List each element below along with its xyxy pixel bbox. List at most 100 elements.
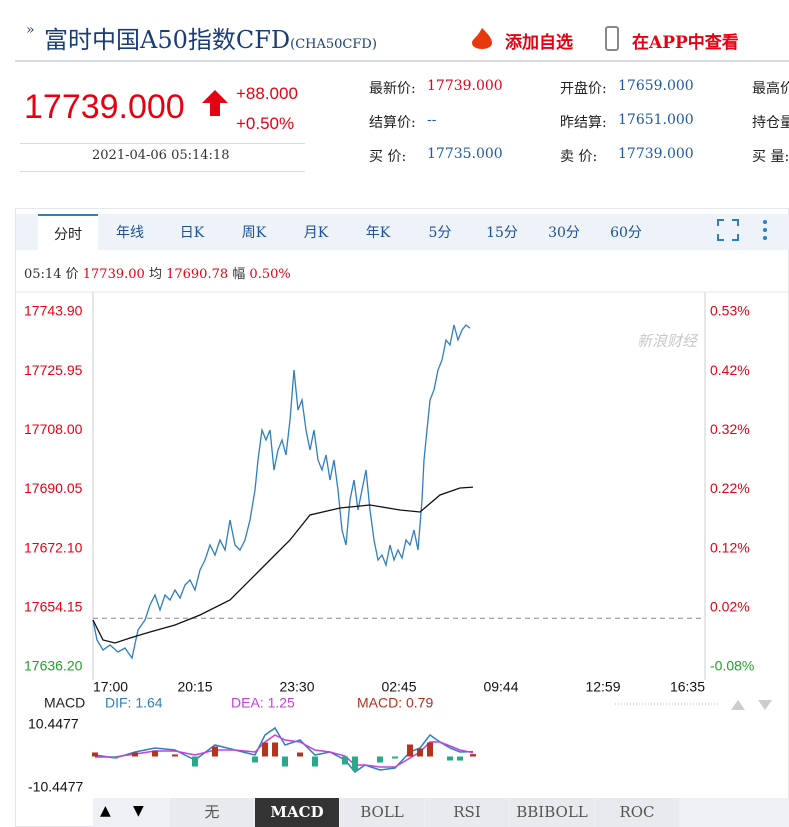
y-tick-label: 10.4477 <box>28 716 79 732</box>
field-label: 卖 价: <box>560 149 598 165</box>
field-label: 最新价: <box>369 81 416 97</box>
macd-bar <box>172 754 179 757</box>
rule <box>20 171 305 172</box>
macd-bar <box>272 742 279 757</box>
macd-bar <box>392 756 399 759</box>
indicator-tab[interactable]: 无 <box>170 798 254 827</box>
info-price: 17739.00 <box>82 267 145 282</box>
macd-bar <box>376 756 383 763</box>
field-value: 17651.000 <box>618 112 694 128</box>
add-watch[interactable]: 添加自选 <box>505 33 573 53</box>
price: 17739.000 <box>24 88 185 126</box>
field-label: 最高价: <box>752 81 789 97</box>
y-tick-label: 17690.05 <box>24 480 83 496</box>
macd-bar <box>341 756 348 765</box>
y2-tick-label: 0.12% <box>710 539 750 555</box>
macd-bar <box>407 744 414 757</box>
more-icon[interactable] <box>763 220 767 240</box>
y-tick-label: 17654.15 <box>24 599 83 615</box>
info-line: 05:14 价 17739.00 均 17690.78 幅 0.50% <box>24 263 291 282</box>
legend-entry: DEA: 1.25 <box>231 695 295 711</box>
x-tick-label: 09:44 <box>483 679 518 695</box>
indicator-tab[interactable]: ROC <box>595 798 679 827</box>
phone-icon <box>605 26 619 51</box>
legend-entry: DIF: 1.64 <box>105 695 163 711</box>
y2-tick-label: 0.53% <box>710 303 750 319</box>
info-pct: 0.50% <box>249 267 291 282</box>
arrow: » <box>26 22 35 38</box>
arrow-up[interactable]: ▲ <box>100 803 111 819</box>
field-value: 17659.000 <box>618 78 694 94</box>
y2-tick-label: 0.02% <box>710 599 750 615</box>
field-label: 买 量: <box>752 149 789 165</box>
x-tick-label: 02:45 <box>381 679 416 695</box>
macd-bar <box>211 746 218 757</box>
period-tab[interactable]: 年线 <box>116 225 144 241</box>
period-tab[interactable]: 60分 <box>610 225 642 241</box>
macd-bar <box>111 756 118 759</box>
period-tab[interactable]: 周K <box>241 225 267 241</box>
y2-tick-label: 0.42% <box>710 362 750 378</box>
macd-bar <box>470 754 477 757</box>
period-tab[interactable]: 分时 <box>38 214 98 250</box>
line <box>95 734 474 768</box>
field-label: 昨结算: <box>560 115 607 131</box>
indicator-tab[interactable]: BBIBOLL <box>510 798 594 827</box>
x-tick-label: 12:59 <box>585 679 620 695</box>
change-pct: +0.50% <box>236 114 295 133</box>
title-text: 富时中国A50指数CFD <box>44 26 291 54</box>
info-label: 幅 <box>232 267 246 282</box>
x-tick-label: 20:15 <box>177 679 212 695</box>
indicator-tab[interactable]: RSI <box>425 798 509 827</box>
x-tick-label: 17:00 <box>93 679 128 695</box>
code: (CHA50CFD) <box>290 37 377 52</box>
field-value: 17739.000 <box>427 78 503 94</box>
macd-bar <box>192 756 198 767</box>
info-time: 05:14 <box>24 267 62 282</box>
indicator-tab[interactable]: BOLL <box>340 798 424 827</box>
macd-bar <box>417 748 424 757</box>
y-tick-label: 17672.10 <box>24 539 83 555</box>
macd-bar <box>152 750 159 757</box>
fullscreen-icon[interactable] <box>717 219 739 241</box>
period-tab[interactable]: 日K <box>179 225 205 241</box>
y-tick-label: 17708.00 <box>24 421 83 437</box>
line <box>92 486 474 644</box>
field-label: 开盘价: <box>560 81 607 97</box>
period-tab[interactable]: 30分 <box>548 225 580 241</box>
arrow-down[interactable]: ▼ <box>133 803 144 819</box>
change: +88.000 <box>236 84 298 103</box>
y2-tick-label: 0.22% <box>710 480 750 496</box>
field-label: 结算价: <box>369 115 416 131</box>
field-value: -- <box>427 112 437 128</box>
period-tab[interactable]: 15分 <box>486 225 518 241</box>
macd-bar <box>297 752 304 757</box>
field-value: 17739.000 <box>618 146 694 162</box>
period-tab[interactable]: 月K <box>303 225 329 241</box>
line <box>92 324 471 660</box>
app-link[interactable]: 在APP中查看 <box>632 33 739 53</box>
field-label: 持仓量: <box>752 115 789 131</box>
title: 富时中国A50指数CFD(CHA50CFD) <box>44 20 377 55</box>
macd-bar <box>282 756 289 767</box>
macd-bar <box>447 756 453 761</box>
macd-bar <box>262 742 269 757</box>
macd-bar <box>427 742 434 757</box>
watermark: 新浪财经 <box>637 332 699 350</box>
period-tab[interactable]: 5分 <box>428 225 452 241</box>
field-value: 17735.000 <box>427 146 503 162</box>
y-tick-label: 17636.20 <box>24 658 83 674</box>
y2-tick-label: 0.32% <box>710 421 750 437</box>
y-tick-label: -10.4477 <box>28 779 83 795</box>
header-rule <box>15 60 789 62</box>
scroll-arrows[interactable] <box>731 700 772 710</box>
x-tick-label: 23:30 <box>279 679 314 695</box>
macd-bar <box>91 752 98 757</box>
period-tab[interactable]: 年K <box>365 225 391 241</box>
info-avg: 17690.78 <box>166 267 229 282</box>
time: 2021-04-06 05:14:18 <box>92 148 230 163</box>
field-label: 买 价: <box>369 149 407 165</box>
flame-icon <box>472 28 492 49</box>
indicator-tab[interactable]: MACD <box>255 798 339 827</box>
